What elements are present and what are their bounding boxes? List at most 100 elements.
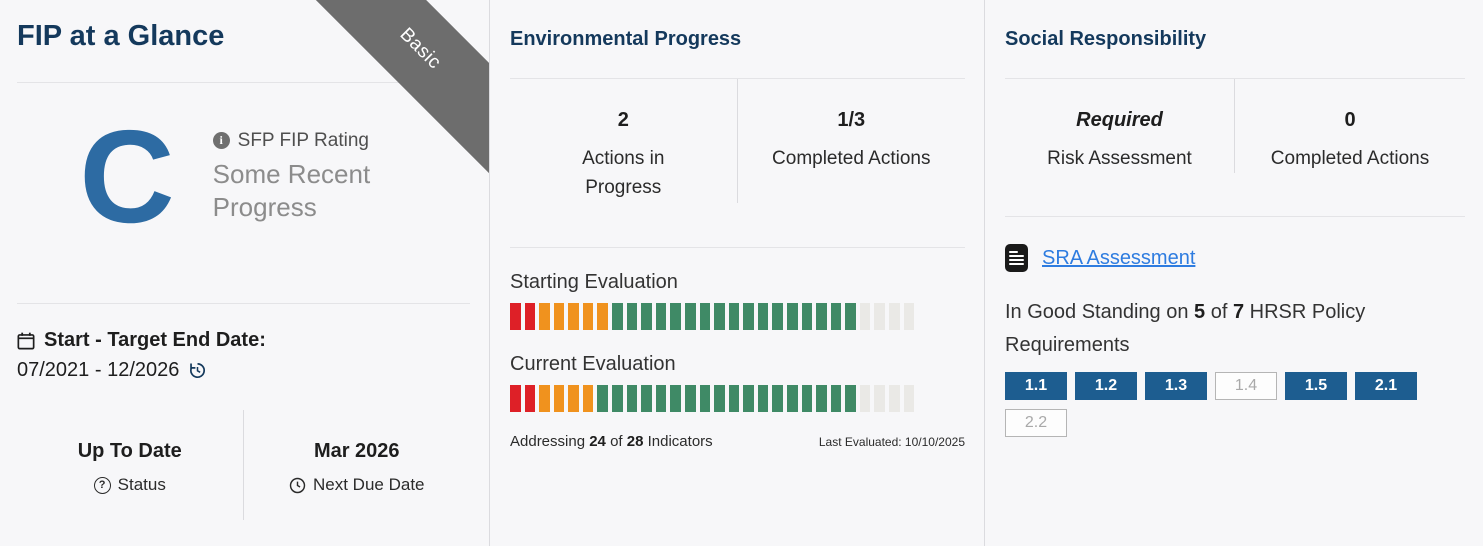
eval-segment-gray xyxy=(889,302,900,330)
sr-completed-actions-stat: 0 Completed Actions xyxy=(1235,79,1465,173)
fip-at-a-glance-card: Basic FIP at a Glance C i SFP FIP Rating… xyxy=(0,0,489,546)
eval-segment-green xyxy=(728,384,740,412)
risk-assessment-stat: Required Risk Assessment xyxy=(1005,79,1235,174)
eval-segment-gray xyxy=(903,384,915,412)
next-due-date-value: Mar 2026 xyxy=(313,440,400,462)
starting-evaluation-bar xyxy=(510,302,915,330)
environmental-progress-title: Environmental Progress xyxy=(510,28,742,50)
eval-segment-green xyxy=(699,302,711,330)
eval-segment-orange xyxy=(597,302,609,330)
ribbon-label: Basic xyxy=(395,23,446,74)
eval-segment-gray xyxy=(874,302,886,330)
social-responsibility-title: Social Responsibility xyxy=(1005,28,1207,50)
status-label: Status xyxy=(117,475,166,494)
eval-segment-gray xyxy=(859,302,871,330)
rating-label: SFP FIP Rating xyxy=(237,129,369,151)
question-circle-icon[interactable]: ? xyxy=(93,476,111,494)
next-due-date-stat: Mar 2026 Next Due Date xyxy=(244,410,471,520)
eval-segment-green xyxy=(757,384,769,412)
eval-segment-green xyxy=(772,384,783,412)
hrsr-badge-1.2[interactable]: 1.2 xyxy=(1075,372,1137,401)
eval-segment-gray xyxy=(889,384,900,412)
addressing-indicators-text: Addressing 24 of 28 Indicators xyxy=(510,432,713,450)
hrsr-badges: 1.1 1.2 1.3 1.4 1.5 2.1 2.2 xyxy=(1005,372,1425,438)
environmental-progress-card: Environmental Progress 2 Actions in Prog… xyxy=(489,0,984,546)
divider xyxy=(17,82,470,83)
page-title: FIP at a Glance xyxy=(17,20,225,52)
eval-segment-orange xyxy=(539,384,550,412)
date-range-label: Start - Target End Date: xyxy=(44,329,266,351)
completed-actions-value: 1/3 xyxy=(837,109,866,131)
eval-segment-green xyxy=(699,384,711,412)
divider xyxy=(17,303,470,304)
eval-segment-orange xyxy=(582,302,594,330)
sra-assessment-link[interactable]: SRA Assessment xyxy=(1042,246,1196,269)
risk-assessment-value: Required xyxy=(1076,109,1163,131)
hrsr-badge-2.2[interactable]: 2.2 xyxy=(1005,409,1067,438)
current-evaluation-bar xyxy=(510,384,915,412)
eval-segment-green xyxy=(626,302,638,330)
eval-segment-green xyxy=(641,302,652,330)
eval-segment-red xyxy=(524,302,536,330)
eval-segment-green xyxy=(786,384,798,412)
eval-segment-green xyxy=(816,384,827,412)
eval-segment-orange xyxy=(539,302,550,330)
completed-actions-stat: 1/3 Completed Actions xyxy=(738,79,966,203)
hrsr-badge-1.1[interactable]: 1.1 xyxy=(1005,372,1067,401)
eval-segment-green xyxy=(641,384,652,412)
status-stat: Up To Date ? Status xyxy=(17,410,244,520)
eval-segment-green xyxy=(714,384,725,412)
history-icon xyxy=(190,362,206,378)
clock-icon xyxy=(289,477,306,493)
hrsr-badge-1.4[interactable]: 1.4 xyxy=(1215,372,1277,401)
eval-segment-green xyxy=(684,302,696,330)
eval-segment-orange xyxy=(568,302,579,330)
eval-segment-green xyxy=(597,384,609,412)
eval-segment-orange xyxy=(553,384,565,412)
eval-segment-orange xyxy=(568,384,579,412)
fip-rating-block: C i SFP FIP Rating Some Recent Progress xyxy=(17,83,470,271)
eval-segment-green xyxy=(801,302,813,330)
date-range-value: 07/2021 - 12/2026 xyxy=(17,359,180,381)
eval-segment-orange xyxy=(582,384,594,412)
eval-segment-green xyxy=(845,302,856,330)
eval-segment-red xyxy=(510,384,521,412)
divider xyxy=(510,246,965,248)
actions-in-progress-label: Actions in Progress xyxy=(582,148,665,199)
starting-evaluation-label: Starting Evaluation xyxy=(510,270,678,293)
eval-segment-green xyxy=(684,384,696,412)
eval-segment-green xyxy=(655,302,667,330)
eval-segment-green xyxy=(816,302,827,330)
completed-actions-label: Completed Actions xyxy=(772,148,931,169)
calendar-icon xyxy=(17,332,35,349)
divider xyxy=(1005,216,1465,218)
eval-segment-green xyxy=(757,302,769,330)
status-value: Up To Date xyxy=(77,440,182,462)
eval-segment-green xyxy=(830,384,842,412)
eval-segment-green xyxy=(714,302,725,330)
eval-segment-green xyxy=(845,384,856,412)
eval-segment-green xyxy=(801,384,813,412)
actions-in-progress-value: 2 xyxy=(617,109,629,131)
divider xyxy=(1005,78,1465,79)
eval-segment-gray xyxy=(874,384,886,412)
eval-segment-green xyxy=(728,302,740,330)
eval-segment-gray xyxy=(859,384,871,412)
hrsr-badge-2.1[interactable]: 2.1 xyxy=(1355,372,1417,401)
next-due-date-label: Next Due Date xyxy=(313,475,425,494)
eval-segment-green xyxy=(655,384,667,412)
sr-completed-actions-value: 0 xyxy=(1344,109,1356,131)
eval-segment-green xyxy=(612,384,623,412)
current-evaluation-label: Current Evaluation xyxy=(510,352,676,375)
eval-segment-red xyxy=(524,384,536,412)
info-icon[interactable]: i xyxy=(212,132,230,150)
eval-segment-green xyxy=(830,302,842,330)
eval-segment-green xyxy=(670,302,681,330)
fip-rating-grade: C xyxy=(79,103,175,250)
hrsr-badge-1.3[interactable]: 1.3 xyxy=(1145,372,1207,401)
hrsr-badge-1.5[interactable]: 1.5 xyxy=(1285,372,1347,401)
divider xyxy=(510,78,965,79)
eval-segment-green xyxy=(612,302,623,330)
eval-segment-orange xyxy=(553,302,565,330)
last-evaluated-text: Last Evaluated: 10/10/2025 xyxy=(818,434,965,449)
